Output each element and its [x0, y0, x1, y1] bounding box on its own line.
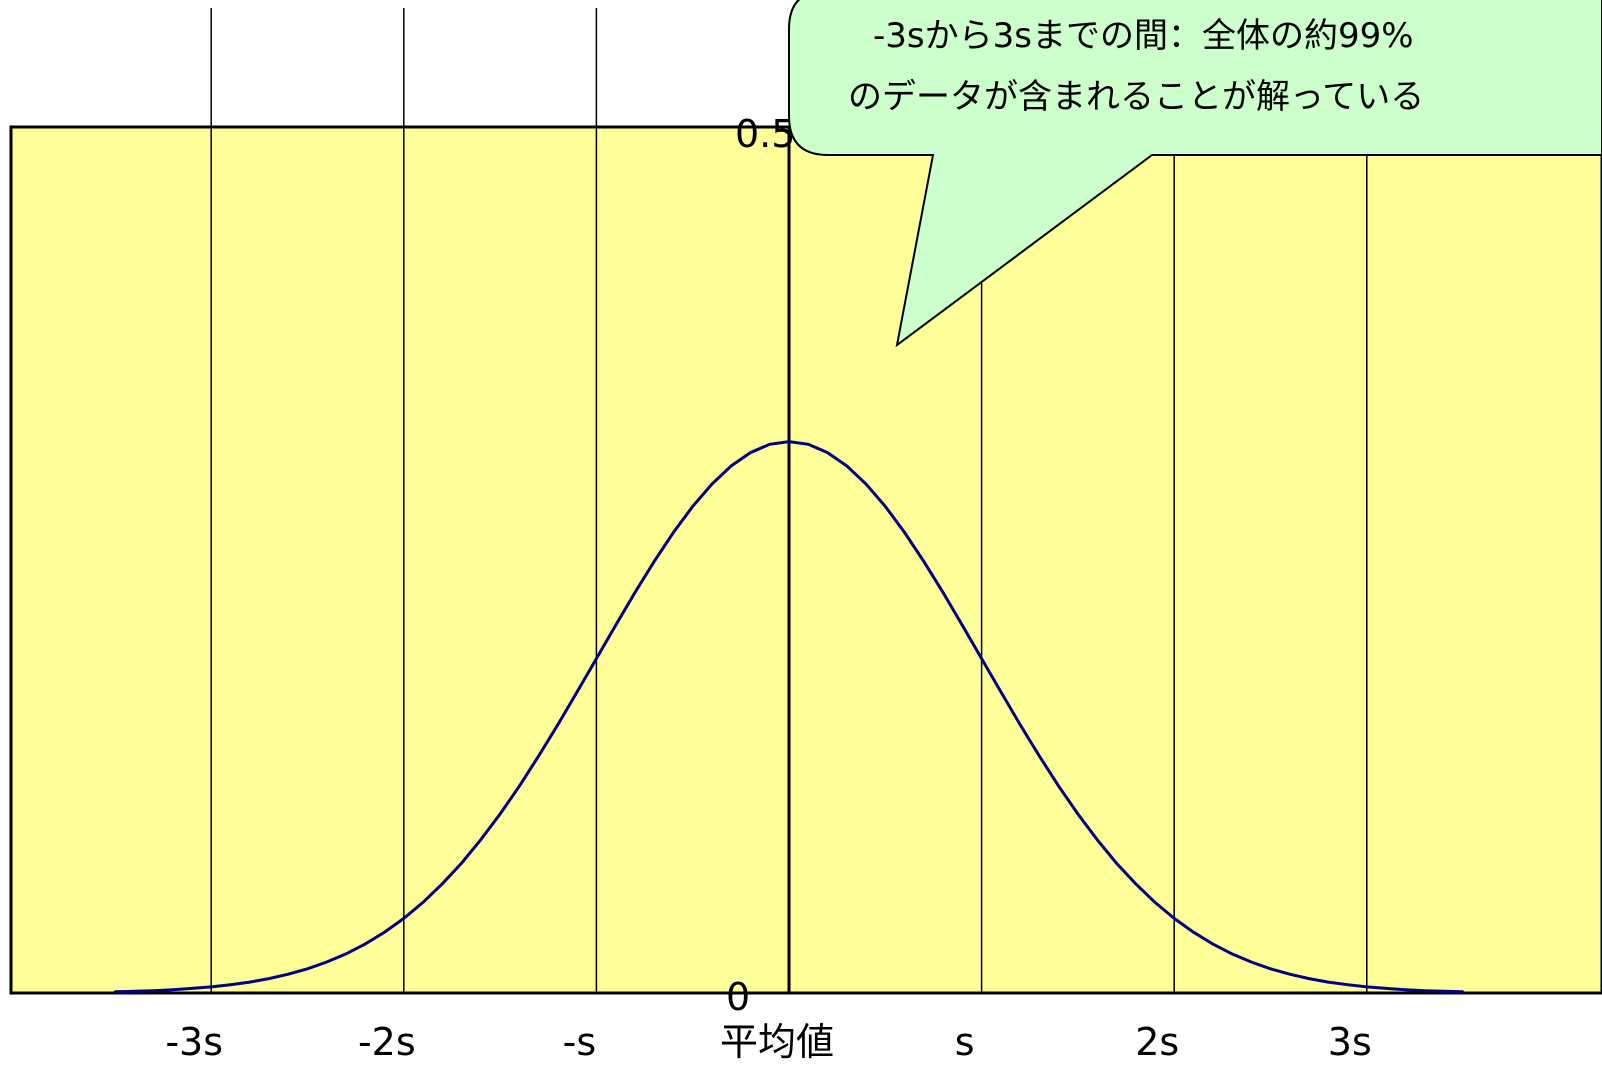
- plot-area: [9, 125, 1602, 995]
- curve-point: [1134, 882, 1137, 885]
- curve-point: [1346, 983, 1349, 986]
- curve-point: [267, 977, 271, 980]
- x-tick-label: -s: [563, 1020, 597, 1064]
- curve-point: [190, 987, 194, 990]
- curve-point: [1404, 988, 1407, 991]
- curve-point: [402, 917, 405, 920]
- curve-point: [575, 690, 579, 694]
- curve-point: [1230, 952, 1234, 956]
- curve-point: [999, 690, 1003, 694]
- curve-point: [1115, 861, 1118, 865]
- curve-point: [1057, 784, 1060, 788]
- curve-point: [421, 901, 425, 904]
- curve-point: [884, 505, 887, 508]
- curve-point: [633, 591, 637, 594]
- curve-point: [113, 990, 117, 993]
- curve-point: [344, 952, 348, 956]
- curve-point: [614, 624, 617, 627]
- curve-point: [383, 931, 386, 934]
- x-tick-label: 平均値: [720, 1020, 834, 1064]
- curve-point: [460, 861, 463, 865]
- curve-point: [1096, 838, 1099, 841]
- curve-point: [1250, 960, 1253, 964]
- x-tick-label: 3s: [1328, 1020, 1372, 1064]
- curve-point: [1442, 990, 1446, 993]
- curve-point: [210, 985, 213, 989]
- curve-point: [730, 464, 733, 468]
- curve-point: [653, 560, 656, 563]
- curve-point: [922, 560, 925, 563]
- curve-point: [479, 838, 482, 841]
- curve-point: [1288, 973, 1292, 976]
- x-tick-label: s: [955, 1020, 975, 1064]
- curve-point: [1076, 812, 1080, 816]
- curve-point: [1192, 931, 1195, 934]
- curve-point: [1018, 723, 1022, 726]
- annotation-callout: -3sから3sまでの間：全体の約99% のデータが含まれることが解っている: [788, 0, 1602, 348]
- curve-point: [518, 784, 521, 788]
- curve-point: [364, 942, 367, 946]
- curve-point: [941, 591, 945, 594]
- callout-text-line-2: のデータが含まれることが解っている: [848, 77, 1424, 117]
- curve-point: [498, 812, 502, 816]
- curve-point: [1461, 990, 1465, 993]
- curve-point: [691, 505, 694, 508]
- curve-point: [826, 451, 829, 454]
- callout-balloon: [788, 0, 1602, 348]
- curve-point: [133, 990, 136, 993]
- curve-point: [749, 451, 752, 454]
- curve-point: [1384, 987, 1388, 990]
- callout-text-line-1: -3sから3sまでの間：全体の約99%: [873, 16, 1414, 56]
- curve-point: [556, 723, 560, 726]
- curve-point: [961, 624, 964, 627]
- curve-point: [1211, 942, 1214, 946]
- curve-points: [113, 440, 1465, 993]
- curve-point: [787, 440, 791, 443]
- y-tick-label: 0: [726, 975, 750, 1019]
- y-tick-labels: 0.50: [726, 112, 795, 1019]
- curve-point: [595, 657, 598, 660]
- curve-point: [980, 657, 983, 660]
- curve-point: [807, 443, 810, 446]
- y-tick-label: 0.5: [735, 112, 795, 156]
- curve-point: [306, 967, 309, 970]
- curve-point: [229, 983, 232, 986]
- x-tick-label: -2s: [358, 1020, 416, 1064]
- curve-point: [287, 973, 290, 976]
- curve-point: [672, 531, 675, 534]
- curve-point: [1423, 989, 1426, 992]
- curve-point: [1153, 901, 1157, 904]
- curve-point: [1038, 754, 1041, 758]
- curve-point: [864, 482, 868, 486]
- curve-point: [537, 754, 540, 758]
- curve-point: [248, 980, 251, 984]
- curve-point: [1269, 967, 1272, 970]
- x-tick-labels: -3s -2s -s 平均値 s 2s 3s: [165, 1020, 1371, 1064]
- curve-point: [325, 960, 328, 964]
- curve-point: [1173, 917, 1176, 920]
- curve-point: [845, 464, 848, 468]
- curve-point: [1327, 980, 1330, 984]
- x-tick-label: 2s: [1135, 1020, 1179, 1064]
- curve-point: [171, 988, 174, 991]
- curve-point: [1307, 977, 1311, 980]
- x-tick-label: -3s: [165, 1020, 223, 1064]
- curve-point: [441, 882, 444, 885]
- curve-point: [152, 989, 155, 992]
- curve-point: [1365, 985, 1369, 989]
- curve-point: [710, 482, 714, 486]
- curve-point: [903, 531, 906, 534]
- curve-point: [768, 443, 771, 446]
